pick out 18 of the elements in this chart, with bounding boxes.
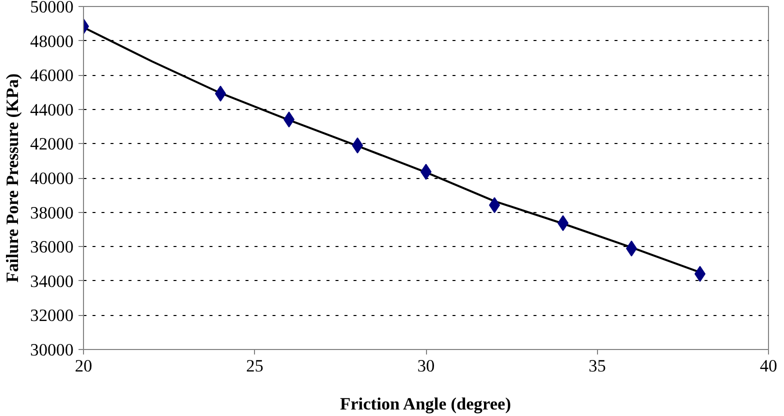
x-tick-label: 40: [760, 356, 778, 376]
y-tick-label: 42000: [30, 134, 74, 154]
y-tick-label: 38000: [30, 203, 74, 222]
y-tick-label: 50000: [30, 0, 74, 16]
y-tick-label: 30000: [30, 340, 74, 360]
x-tick-label: 20: [74, 356, 92, 376]
y-tick-label: 44000: [30, 100, 74, 120]
y-tick-label: 32000: [30, 306, 74, 326]
x-tick-label: 30: [417, 356, 435, 376]
y-tick-label: 36000: [30, 238, 74, 257]
y-tick-label: 46000: [30, 66, 74, 86]
x-tick-label: 25: [246, 356, 264, 376]
x-axis-title: Friction Angle (degree): [340, 394, 512, 414]
y-axis-title: Failure Pore Pressure (KPa): [3, 73, 22, 283]
x-tick-label: 35: [588, 356, 606, 376]
y-tick-label: 34000: [30, 272, 74, 291]
y-tick-label: 48000: [30, 32, 74, 51]
y-tick-label: 40000: [30, 169, 74, 188]
